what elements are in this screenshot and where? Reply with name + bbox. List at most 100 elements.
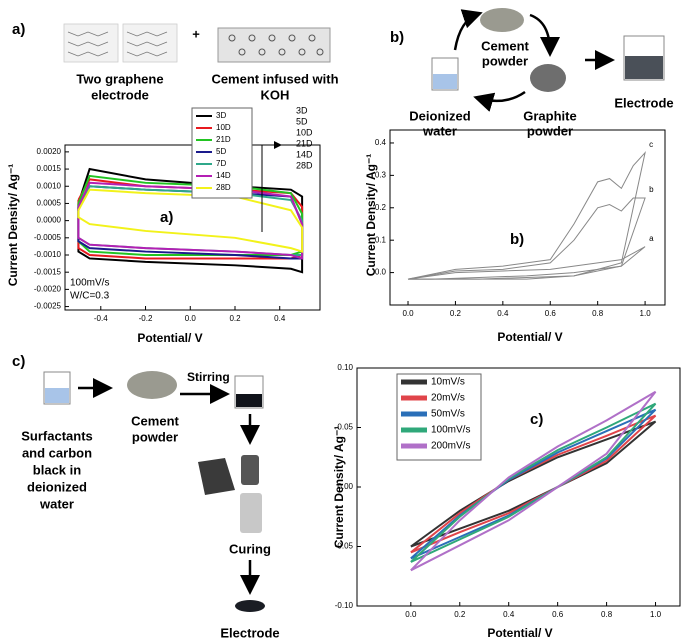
legend-label: 14D [216, 171, 231, 180]
legend-label: 7D [216, 159, 226, 168]
series-line [407, 197, 646, 280]
arrow-label: 5D [296, 116, 308, 126]
legend-label: 21D [216, 135, 231, 144]
series-line [77, 181, 304, 260]
caption: Graphite [523, 108, 576, 123]
beaker [623, 35, 665, 81]
y-axis-label: Current Density/ Ag⁻¹ [364, 154, 378, 277]
graphene-sheets [63, 23, 178, 63]
x-tick-label: 0.2 [450, 309, 462, 318]
plot-frame [389, 129, 666, 306]
series-label: a [649, 234, 654, 243]
x-tick-label: 1.0 [650, 610, 662, 619]
y-tick-label: 0.0015 [37, 164, 62, 173]
caption: powder [132, 429, 178, 444]
y-axis-label: Current Density/ Ag⁻¹ [332, 426, 346, 549]
caption: powder [482, 53, 528, 68]
series-label: b [649, 185, 654, 194]
x-tick-label: 0.0 [405, 610, 417, 619]
series-line [410, 390, 657, 572]
panel-label: a) [12, 21, 25, 38]
y-tick-label: -0.0020 [34, 284, 62, 293]
series-line [407, 246, 646, 280]
panel-label: c) [12, 353, 25, 370]
x-axis-label: Potential/ V [497, 330, 562, 344]
caption: Deionized [409, 108, 470, 123]
legend-label: 10mV/s [431, 377, 465, 388]
graphite-powder [530, 64, 566, 92]
x-tick-label: 0.4 [503, 610, 515, 619]
y-tick-label: 0.1 [375, 235, 387, 244]
y-tick-label: 0.10 [337, 363, 353, 372]
caption: Stirring [187, 370, 230, 384]
y-tick-label: 0.0 [375, 268, 387, 277]
annotation: b) [510, 231, 524, 248]
caption: Electrode [614, 95, 673, 110]
x-tick-label: 0.4 [274, 314, 286, 323]
series-line [407, 150, 646, 280]
arrow-label: 10D [296, 127, 313, 137]
caption: Two graphene [76, 71, 163, 86]
y-tick-label: 0.0000 [37, 216, 62, 225]
y-tick-label: -0.05 [335, 542, 354, 551]
y-tick-label: 0.4 [375, 138, 387, 147]
annotation: c) [530, 411, 543, 428]
arrow-label: 21D [296, 138, 313, 148]
legend-label: 3D [216, 111, 226, 120]
x-tick-label: 0.4 [497, 309, 509, 318]
caption: deionized [27, 479, 87, 494]
x-tick-label: 0.0 [185, 314, 197, 323]
x-tick-label: -0.2 [139, 314, 153, 323]
caption: water [39, 496, 74, 511]
annotation: 100mV/s [70, 278, 109, 289]
annotation: a) [160, 209, 173, 226]
legend-label: 20mV/s [431, 393, 465, 404]
y-axis-label: Current Density/ Ag⁻¹ [6, 164, 20, 287]
y-tick-label: -0.0005 [34, 233, 62, 242]
caption: KOH [261, 87, 290, 102]
electrode-disc [235, 600, 265, 612]
caption: and carbon [22, 445, 92, 460]
series-line [77, 188, 304, 253]
caption: water [422, 123, 457, 138]
x-tick-label: 0.6 [552, 610, 564, 619]
y-tick-label: 0.2 [375, 203, 387, 212]
arrow-label: 28D [296, 160, 313, 170]
legend-label: 10D [216, 123, 231, 132]
y-tick-label: -0.0015 [34, 267, 62, 276]
series-line [77, 167, 304, 274]
beaker [431, 57, 459, 91]
caption: Cement [131, 413, 179, 428]
x-tick-label: 1.0 [640, 309, 652, 318]
legend-label: 200mV/s [431, 441, 470, 452]
arrow-label: 14D [296, 149, 313, 159]
y-tick-label: -0.10 [335, 601, 354, 610]
cement-powder [480, 8, 524, 32]
x-tick-label: 0.8 [601, 610, 613, 619]
legend-label: 100mV/s [431, 425, 470, 436]
cement-block [217, 27, 331, 63]
y-tick-label: 0.05 [337, 423, 353, 432]
x-axis-label: Potential/ V [487, 626, 552, 640]
plus: + [192, 26, 200, 41]
x-axis-label: Potential/ V [137, 331, 202, 345]
panel-label: b) [390, 29, 404, 46]
caption: Electrode [220, 625, 279, 640]
y-tick-label: -0.0010 [34, 250, 62, 259]
arrow-label: 3D [296, 105, 308, 115]
caption: Curing [229, 541, 271, 556]
y-tick-label: 0.3 [375, 170, 387, 179]
y-tick-label: 0.0005 [37, 199, 62, 208]
beaker [234, 375, 264, 409]
legend-label: 5D [216, 147, 226, 156]
annotation: W/C=0.3 [70, 291, 110, 302]
caption: Surfactants [21, 428, 93, 443]
y-tick-label: 0.0020 [37, 147, 62, 156]
caption: Cement [481, 38, 529, 53]
series-label: c [649, 140, 653, 149]
cement-powder [127, 371, 177, 399]
x-tick-label: 0.8 [592, 309, 604, 318]
x-tick-label: 0.6 [545, 309, 557, 318]
beaker [43, 371, 71, 405]
